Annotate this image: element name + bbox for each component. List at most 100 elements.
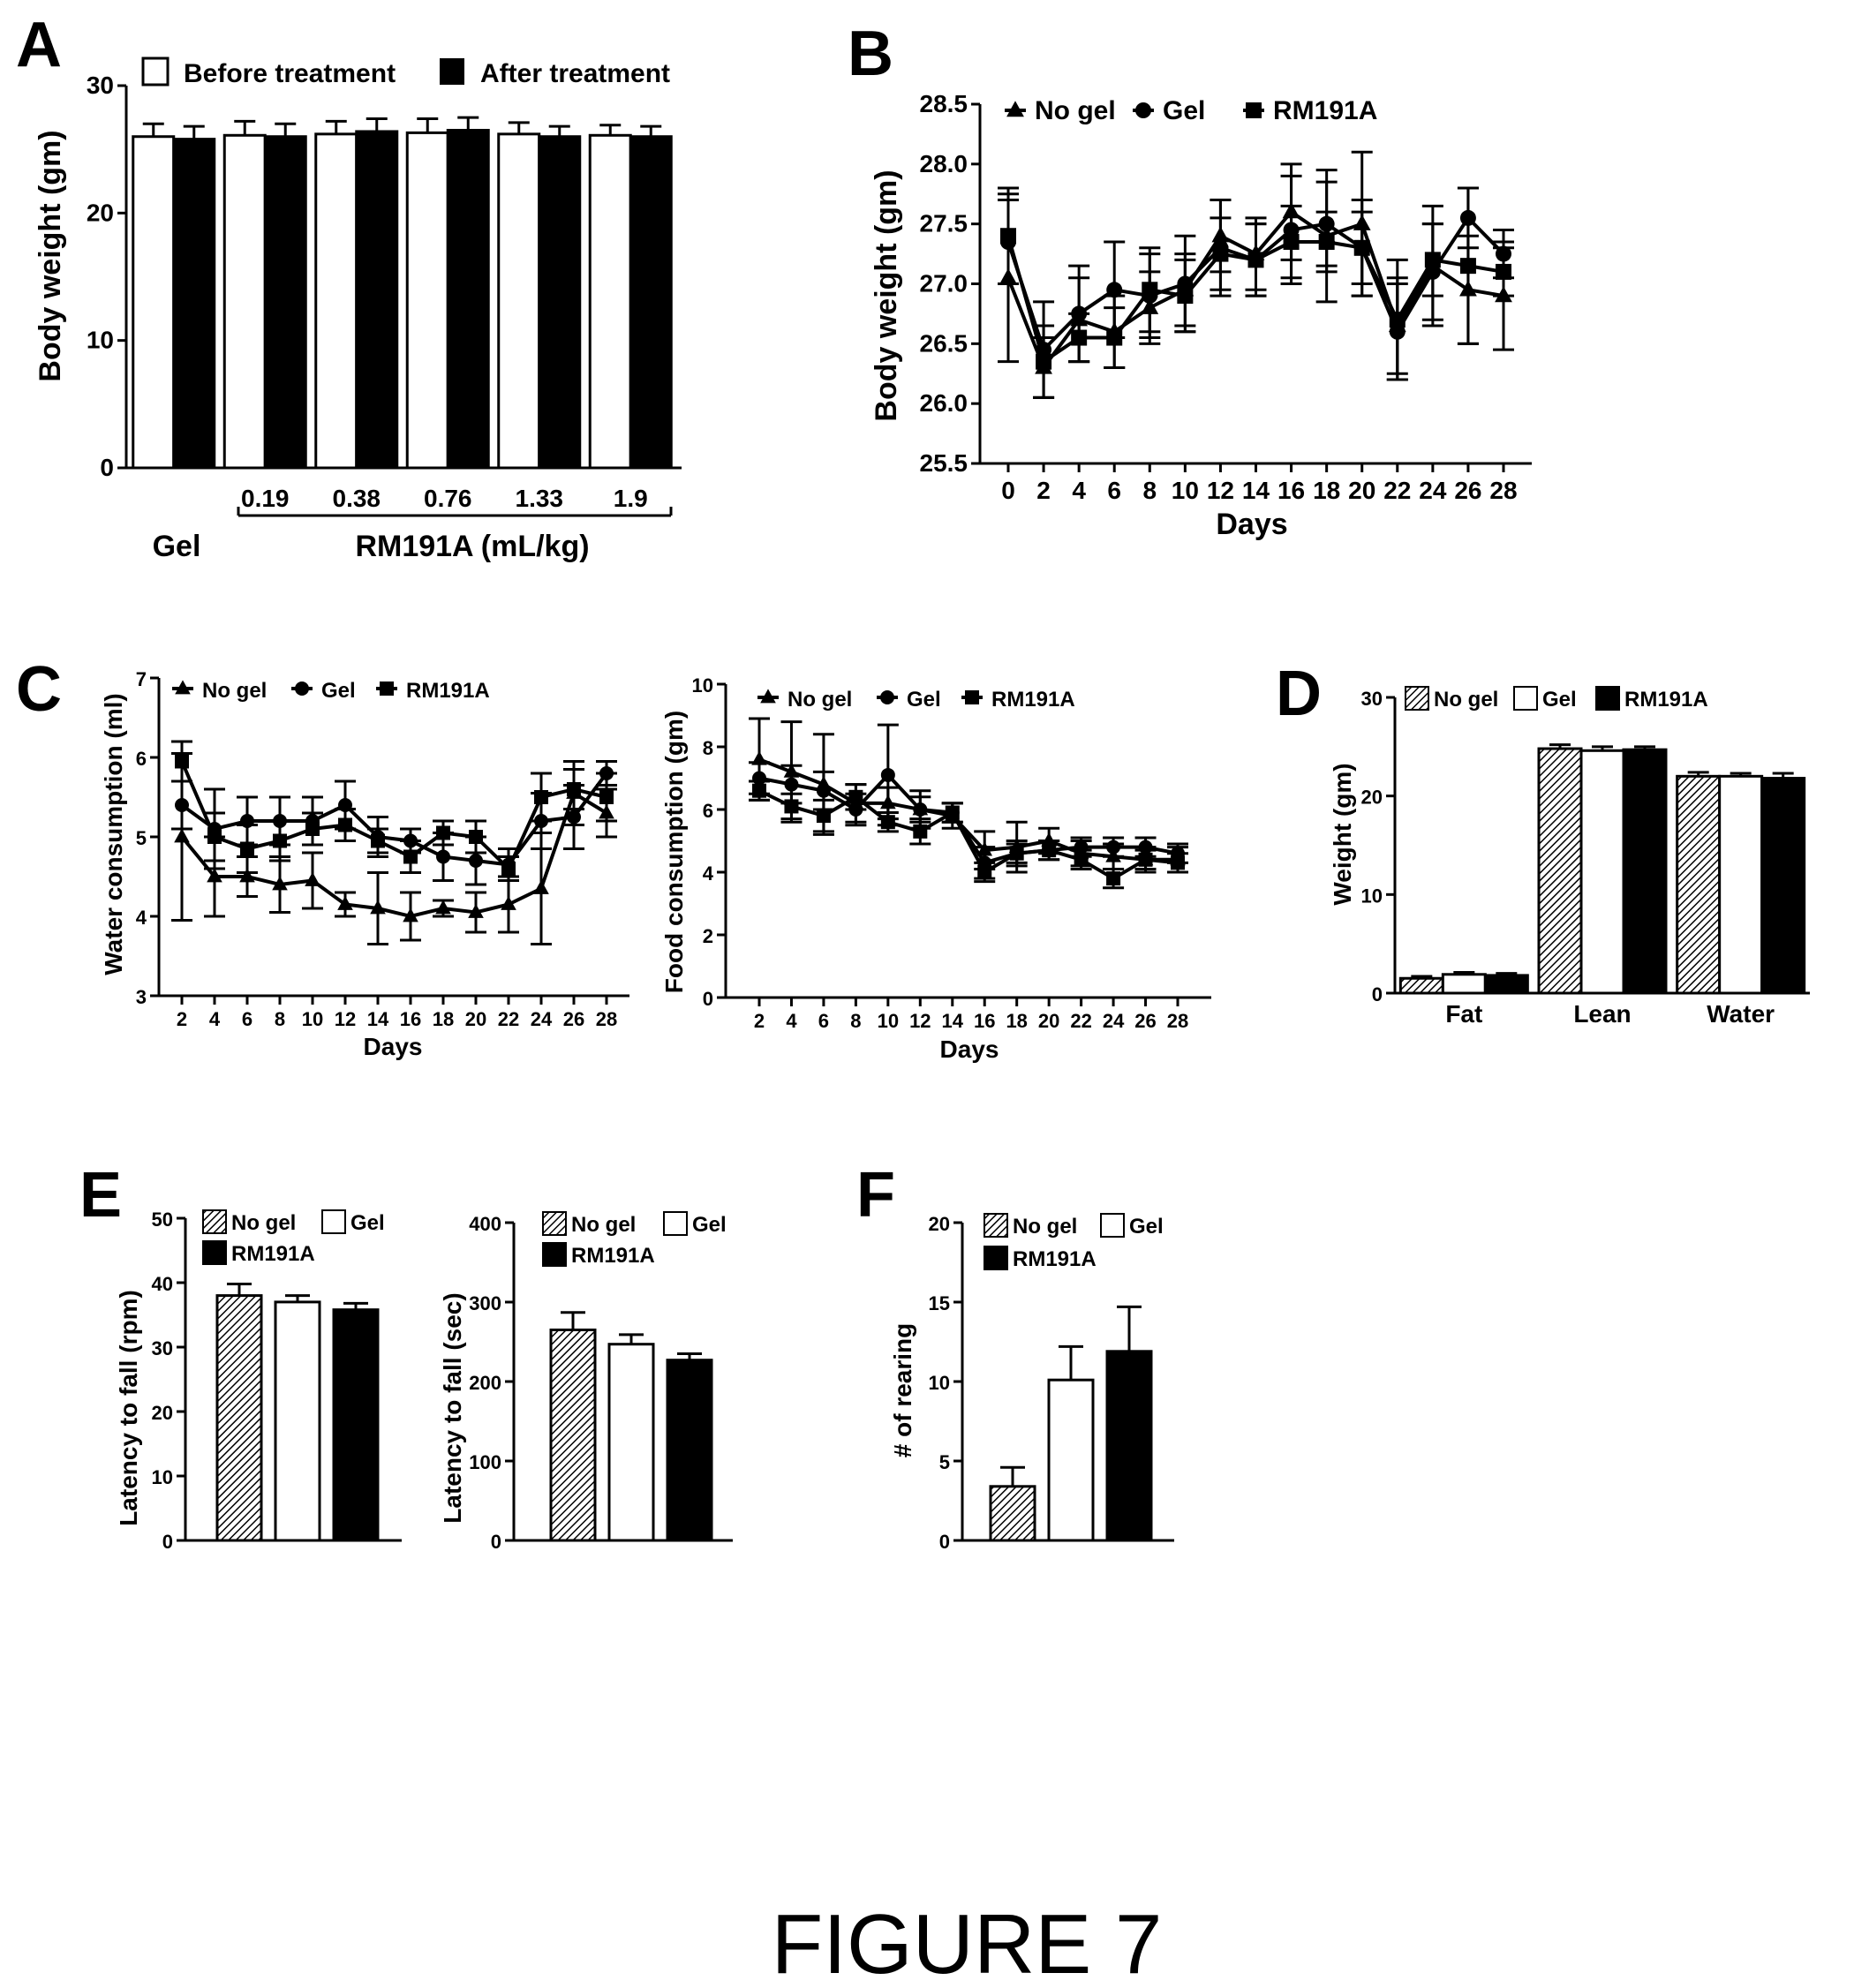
panel-c-food-x-tick-label: 6: [818, 1010, 829, 1032]
panel-a-bar-after-treatment: [629, 135, 673, 470]
panel-b-point-gel: [1106, 282, 1123, 298]
panel-f-y-tick-label: 0: [939, 1531, 950, 1553]
panel-b-y-tick-label: 26.5: [920, 329, 968, 357]
panel-b-x-tick-label: 26: [1454, 477, 1481, 504]
panel-b-point-rm191a: [1142, 282, 1158, 298]
panel-c-water-point-no-gel: [403, 907, 418, 922]
panel-c-food-legend-label-no-gel: No gel: [788, 688, 852, 712]
panel-d-legend-swatch-rm191a: [1595, 686, 1620, 711]
panel-f-legend-swatch-gel: [1100, 1213, 1125, 1238]
panel-label-f: F: [856, 1160, 895, 1231]
panel-c-water-point-no-gel: [435, 900, 451, 915]
panel-a-rm191a-group-label: RM191A (mL/kg): [355, 530, 589, 563]
panel-b-y-tick-label: 28.5: [920, 90, 968, 117]
panel-b-legend-label-gel: Gel: [1163, 96, 1205, 125]
panel-c-food-point-rm191a: [848, 789, 863, 804]
panel-c-food-point-rm191a: [784, 799, 799, 814]
panel-c-water-point-rm191a: [207, 830, 222, 844]
panel-e-rpm-y-tick-label: 40: [152, 1273, 173, 1295]
panel-c-water-point-gel: [436, 849, 450, 864]
panel-b-y-tick-label: 26.0: [920, 389, 968, 417]
panel-f-bar-rm191a: [1105, 1350, 1153, 1542]
panel-c-water-x-tick-label: 28: [596, 1008, 617, 1030]
panel-c-food-legend-marker-rm191a: [965, 690, 979, 704]
panel-c-water-x-tick-label: 14: [367, 1008, 389, 1030]
panel-e-rpm-legend-swatch-rm191a: [202, 1240, 227, 1265]
panel-c-food-point-rm191a: [816, 809, 831, 824]
panel-e-rpm-y-tick-label: 50: [152, 1209, 173, 1231]
panel-d-category-label: Water: [1707, 1000, 1775, 1028]
panel-a-category-label: 1.9: [614, 485, 648, 512]
panel-c-food-point-gel: [880, 767, 895, 782]
panel-c-food-point-rm191a: [752, 783, 766, 798]
panel-c-food-point-rm191a: [1074, 852, 1089, 867]
panel-b-x-tick-label: 6: [1107, 477, 1121, 504]
panel-b-point-rm191a: [1496, 263, 1511, 280]
panel-a-y-tick-label: 10: [87, 327, 114, 354]
panel-c-water-x-tick-label: 4: [209, 1008, 221, 1030]
panel-c-food-x-tick-label: 18: [1006, 1010, 1027, 1032]
panel-c-water-y-tick-label: 5: [136, 827, 147, 849]
panel-c-water-x-tick-label: 20: [465, 1008, 486, 1030]
panel-c-food-y-tick-label: 6: [703, 800, 713, 822]
panel-f-y-axis-title: # of rearing: [889, 1323, 916, 1457]
panel-a-y-tick-label: 0: [100, 454, 114, 481]
panel-d-legend-swatch-no-gel: [1405, 686, 1429, 711]
panel-e-sec-bar-rm191a: [666, 1359, 713, 1542]
panel-c-water-y-tick-label: 3: [136, 986, 147, 1008]
panel-c-food-x-tick-label: 24: [1103, 1010, 1125, 1032]
panel-c-food-point-gel: [913, 802, 928, 817]
legend-swatch-after-treatment: [440, 58, 464, 85]
panel-c-food-point-rm191a: [1009, 846, 1024, 861]
panel-e-rpm-bar-chart: 0 10 20 30 40 50 No gel Gel RM191A: [152, 1209, 402, 1553]
panel-b-x-tick-label: 14: [1242, 477, 1270, 504]
panel-c-food-y-tick-label: 10: [692, 674, 713, 697]
panel-a-gel-group-label: Gel: [153, 530, 201, 563]
panel-b-x-tick-label: 12: [1207, 477, 1234, 504]
panel-e-sec-y-tick-label: 300: [469, 1292, 501, 1314]
panel-e-sec-legend-swatch-rm191a: [542, 1242, 567, 1267]
panel-e-rpm-bar-rm191a: [332, 1308, 380, 1542]
panel-a-bar-before-treatment: [132, 135, 176, 470]
panel-c-water-point-rm191a: [567, 782, 581, 796]
panel-c-water-point-rm191a: [305, 822, 320, 836]
panel-a-y-tick-label: 30: [87, 72, 114, 99]
panel-e-rpm-bar-no-gel: [215, 1294, 263, 1542]
panel-b-y-tick-label: 27.0: [920, 270, 968, 297]
panel-b-point-rm191a: [1459, 258, 1476, 275]
panel-label-a: A: [16, 10, 62, 80]
panel-c-water-y-axis-title: Water consumption (ml): [100, 693, 127, 975]
panel-c-food-point-rm191a: [1106, 871, 1121, 886]
panel-b-line-chart: 25.526.026.527.027.528.028.50 2 4 6 8 10 12 14 1…: [920, 90, 1532, 504]
panel-c-food-y-axis-title: Food consumption (gm): [660, 711, 688, 993]
panel-c-water-point-no-gel: [305, 871, 320, 886]
panel-f-legend-label-no-gel: No gel: [1013, 1215, 1077, 1239]
panel-c-water-point-no-gel: [468, 903, 484, 918]
panel-e-sec-bar-chart: 0 100 200 300 400 No gel Gel RM191A: [469, 1211, 733, 1553]
panel-c-water-point-rm191a: [273, 833, 287, 848]
panel-a-bar-before-treatment: [588, 133, 632, 470]
panel-a-bar-before-treatment: [497, 132, 541, 470]
panel-d-bar-gel: [1579, 749, 1625, 995]
panel-f-y-tick-label: 5: [939, 1451, 950, 1473]
panel-a-bar-after-treatment: [538, 135, 582, 470]
panel-c-food-y-tick-label: 0: [703, 988, 713, 1010]
panel-c-water-x-tick-label: 2: [177, 1008, 187, 1030]
legend-label-before-treatment: Before treatment: [184, 59, 396, 88]
panel-b-legend-marker-no-gel: [1006, 101, 1024, 117]
panel-b-point-rm191a: [1177, 288, 1194, 305]
panel-c-food-y-tick-label: 2: [703, 925, 713, 947]
panel-e-sec-y-axis-title: Latency to fall (sec): [439, 1292, 466, 1523]
panel-d-category-label: Lean: [1573, 1000, 1631, 1028]
panel-c-water-point-rm191a: [436, 825, 450, 840]
panel-c-water-point-gel: [175, 798, 189, 812]
panel-c-food-legend-marker-no-gel: [760, 689, 776, 704]
panel-e-sec-y-tick-label: 400: [469, 1213, 501, 1235]
panel-c-food-legend-marker-gel: [880, 690, 894, 704]
panel-b-x-tick-label: 22: [1383, 477, 1411, 504]
panel-c-food-x-tick-label: 10: [878, 1010, 899, 1032]
panel-c-water-point-no-gel: [239, 868, 255, 883]
panel-a-category-label: 0.38: [333, 485, 381, 512]
panel-d-legend-label-no-gel: No gel: [1434, 688, 1498, 712]
